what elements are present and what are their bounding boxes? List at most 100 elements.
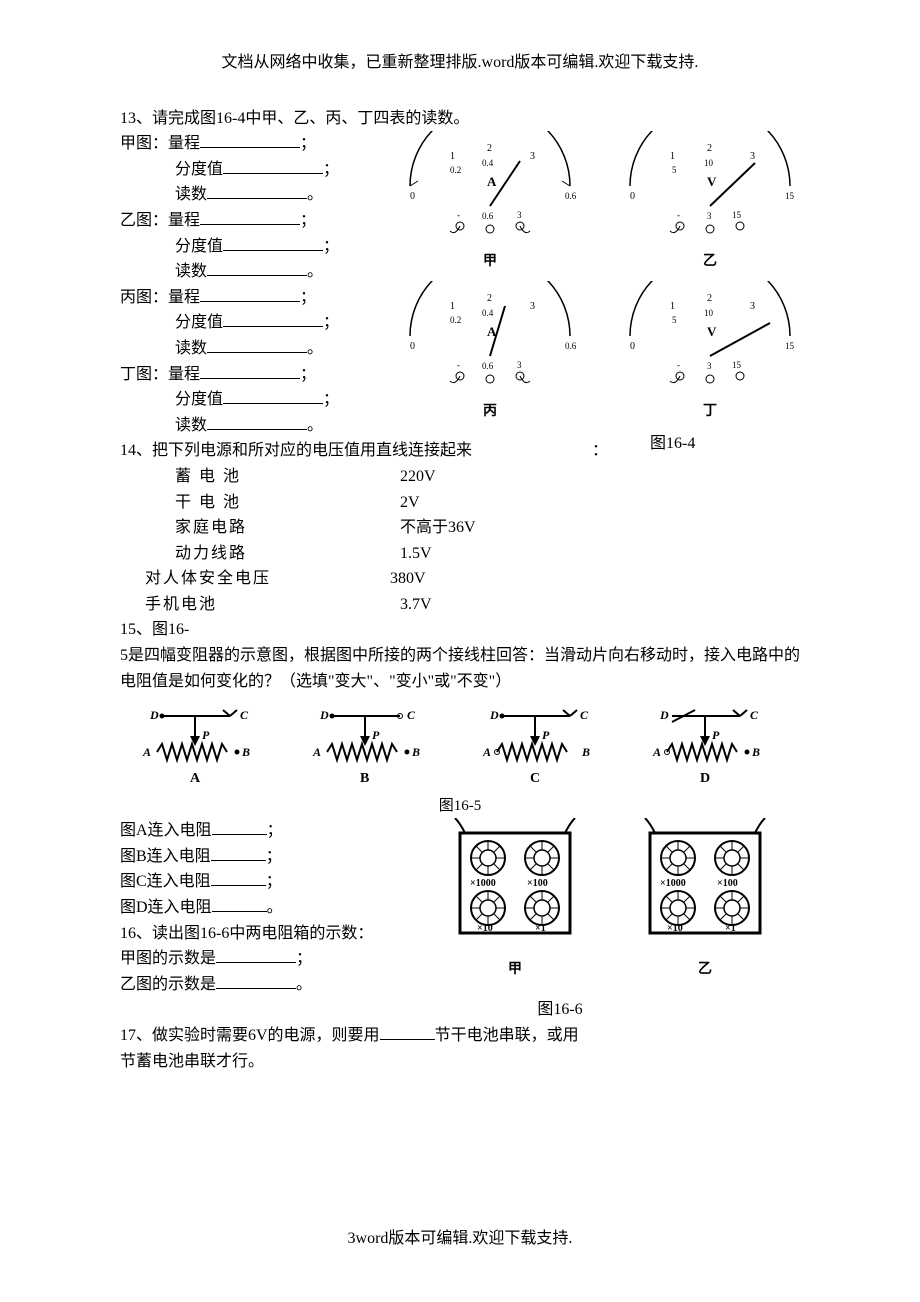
svg-text:1: 1 xyxy=(450,151,455,162)
svg-text:C: C xyxy=(530,771,540,786)
svg-text:B: B xyxy=(241,745,250,759)
svg-text:B: B xyxy=(411,745,420,759)
svg-text:2: 2 xyxy=(707,293,712,304)
blank xyxy=(212,819,267,835)
fig16-6-caption: 图16-6 xyxy=(320,997,800,1023)
svg-text:P: P xyxy=(372,728,380,742)
gauge-ding: 0 15 210 3 15 V - 3 15 丁 xyxy=(610,281,810,423)
fig16-5-caption: 图16-5 xyxy=(120,794,800,818)
svg-text:-: - xyxy=(677,360,680,370)
q15-prompt-a: 15、图16- xyxy=(120,617,800,643)
q14-match-list: 蓄 电 池220V 干 电 池2V 家庭电路不高于36V 动力线路1.5V 对人… xyxy=(120,464,800,618)
svg-text:0.4: 0.4 xyxy=(482,158,494,168)
svg-text:3: 3 xyxy=(517,210,522,220)
footer-note: 3word版本可编辑.欢迎下载支持. xyxy=(0,1226,920,1252)
svg-text:3: 3 xyxy=(530,301,535,312)
rheostat-a: D C P A B A xyxy=(135,704,275,789)
blank xyxy=(200,286,300,302)
blank xyxy=(207,260,307,276)
resistance-box-jia: ×1000 ×100 ×10 ×1 甲 xyxy=(450,818,580,981)
svg-text:C: C xyxy=(407,708,416,722)
svg-text:10: 10 xyxy=(704,308,714,318)
blank xyxy=(223,388,323,404)
svg-text:-: - xyxy=(677,210,680,220)
svg-text:0: 0 xyxy=(410,191,415,202)
svg-text:15: 15 xyxy=(785,191,795,201)
svg-text:×1000: ×1000 xyxy=(660,878,686,889)
svg-text:D: D xyxy=(489,708,499,722)
rheostat-diagrams: D C P A B A D C P A B B D C P A B C xyxy=(120,704,800,789)
q13-yi-label: 乙图： xyxy=(120,212,168,229)
q14-prompt: 14、把下列电源和所对应的电压值用直线连接起来 xyxy=(120,438,472,464)
svg-text:×10: ×10 xyxy=(477,923,493,934)
blank xyxy=(211,845,266,861)
rheostat-c: D C P A B C xyxy=(475,704,615,789)
gauge-bing: 0 10.2 20.4 3 0.6 A - 0.6 3 丙 xyxy=(390,281,590,423)
svg-text:0.4: 0.4 xyxy=(482,308,494,318)
blank xyxy=(212,896,267,912)
q15-prompt-b: 5是四幅变阻器的示意图，根据图中所接的两个接线柱回答：当滑动片向右移动时，接入电… xyxy=(120,643,800,694)
svg-text:10: 10 xyxy=(704,158,714,168)
svg-text:-: - xyxy=(457,360,460,370)
blank xyxy=(200,132,300,148)
q13-prompt: 13、请完成图16-4中甲、乙、丙、丁四表的读数。 xyxy=(120,106,800,132)
svg-text:A: A xyxy=(142,745,151,759)
svg-text:0: 0 xyxy=(630,341,635,352)
svg-text:3: 3 xyxy=(707,361,712,371)
svg-text:15: 15 xyxy=(785,341,795,351)
blank xyxy=(200,363,300,379)
blank xyxy=(216,973,296,989)
q13-jia-label: 甲图： xyxy=(120,135,168,152)
svg-text:×100: ×100 xyxy=(717,878,738,889)
svg-text:3: 3 xyxy=(750,151,755,162)
svg-text:P: P xyxy=(202,728,210,742)
svg-text:1: 1 xyxy=(670,301,675,312)
svg-text:15: 15 xyxy=(732,210,742,220)
gauge-jia: 0 1 0.2 2 0.4 3 0.6 A - 0.6 3 甲 xyxy=(390,131,590,273)
svg-text:A: A xyxy=(482,745,491,759)
svg-text:×10: ×10 xyxy=(667,923,683,934)
blank xyxy=(223,158,323,174)
rheostat-d: D C P A B D xyxy=(645,704,785,789)
fig16-4-caption: 图16-4 xyxy=(650,431,695,457)
svg-text:V: V xyxy=(707,324,717,339)
svg-text:D: D xyxy=(700,771,710,786)
svg-text:C: C xyxy=(750,708,759,722)
blank xyxy=(207,337,307,353)
svg-text:0: 0 xyxy=(630,191,635,202)
svg-text:2: 2 xyxy=(487,293,492,304)
svg-text:5: 5 xyxy=(672,165,677,175)
svg-text:A: A xyxy=(312,745,321,759)
svg-text:B: B xyxy=(360,771,369,786)
q13-ding-label: 丁图： xyxy=(120,366,168,383)
blank xyxy=(223,311,323,327)
svg-text:5: 5 xyxy=(672,315,677,325)
svg-text:1: 1 xyxy=(670,151,675,162)
svg-text:-: - xyxy=(457,210,460,220)
q13-gauges: 0 1 0.2 2 0.4 3 0.6 A - 0.6 3 甲 0 15 xyxy=(380,131,800,438)
svg-text:1: 1 xyxy=(450,301,455,312)
svg-text:0.6: 0.6 xyxy=(565,341,577,351)
gauge-yi: 0 15 210 3 15 V - 3 15 乙 xyxy=(610,131,810,273)
svg-text:2: 2 xyxy=(487,143,492,154)
svg-text:A: A xyxy=(652,745,661,759)
svg-text:P: P xyxy=(542,728,550,742)
svg-text:D: D xyxy=(319,708,329,722)
svg-text:D: D xyxy=(659,708,669,722)
svg-text:×1: ×1 xyxy=(725,923,736,934)
resistance-box-yi: ×1000 ×100 ×10 ×1 乙 xyxy=(640,818,770,981)
svg-text:0.6: 0.6 xyxy=(565,191,577,201)
svg-text:×100: ×100 xyxy=(527,878,548,889)
svg-text:P: P xyxy=(712,728,720,742)
blank xyxy=(223,235,323,251)
header-note: 文档从网络中收集，已重新整理排版.word版本可编辑.欢迎下载支持. xyxy=(120,50,800,76)
svg-text:0.2: 0.2 xyxy=(450,165,461,175)
q13-bing-label: 丙图： xyxy=(120,289,168,306)
svg-text:×1: ×1 xyxy=(535,923,546,934)
svg-text:0.6: 0.6 xyxy=(482,211,494,221)
svg-text:15: 15 xyxy=(732,360,742,370)
svg-text:D: D xyxy=(149,708,159,722)
blank xyxy=(207,183,307,199)
svg-text:B: B xyxy=(751,745,760,759)
svg-text:A: A xyxy=(190,771,201,786)
